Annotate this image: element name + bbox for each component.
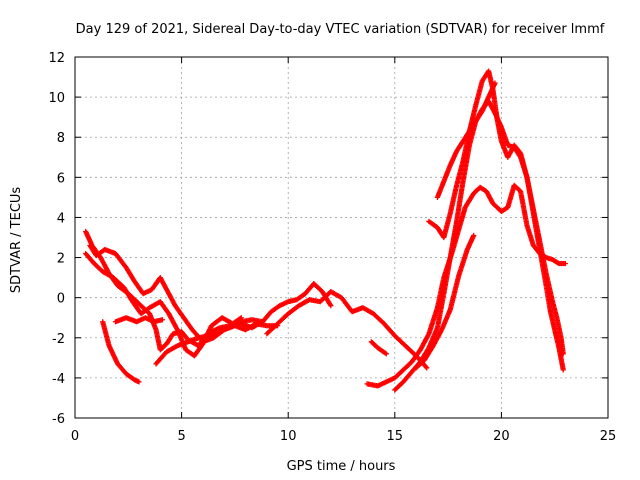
x-tick-label: 5 bbox=[177, 429, 185, 444]
y-tick-label: -6 bbox=[52, 412, 65, 427]
y-tick-label: 4 bbox=[57, 211, 65, 226]
y-tick-label: 12 bbox=[48, 51, 65, 66]
data-point-marker bbox=[238, 315, 244, 321]
data-point-marker bbox=[136, 379, 142, 385]
data-point-marker bbox=[424, 365, 430, 371]
y-tick-label: 2 bbox=[57, 252, 65, 267]
x-tick-label: 15 bbox=[387, 429, 404, 444]
series-track-a bbox=[83, 228, 266, 353]
series-track-e bbox=[112, 315, 166, 325]
y-tick-label: 0 bbox=[57, 292, 65, 307]
y-tick-label: -2 bbox=[52, 332, 65, 347]
x-tick-label: 0 bbox=[71, 429, 79, 444]
series-track-h bbox=[368, 339, 389, 357]
x-axis-label: GPS time / hours bbox=[287, 459, 396, 474]
series-track-f bbox=[153, 281, 334, 367]
data-point-marker bbox=[423, 364, 429, 370]
data-point-marker bbox=[560, 351, 566, 357]
y-axis-label: SDTVAR / TECUs bbox=[9, 187, 24, 294]
y-tick-label: 6 bbox=[57, 171, 65, 186]
data-markers bbox=[83, 68, 568, 393]
data-point-marker bbox=[560, 367, 566, 373]
x-tick-label: 25 bbox=[600, 429, 617, 444]
data-point-marker bbox=[562, 260, 568, 267]
data-point-marker bbox=[328, 303, 334, 309]
data-point-marker bbox=[159, 317, 166, 323]
y-tick-label: -4 bbox=[52, 372, 65, 387]
data-point-marker bbox=[383, 351, 389, 357]
chart-title: Day 129 of 2021, Sidereal Day-to-day VTE… bbox=[76, 22, 605, 37]
data-point-marker bbox=[237, 315, 243, 322]
x-tick-label: 20 bbox=[493, 429, 510, 444]
series-track-d bbox=[100, 319, 142, 385]
series-track-k bbox=[426, 68, 566, 357]
x-tick-label: 10 bbox=[280, 429, 297, 444]
plot-frame bbox=[74, 56, 609, 419]
series-track-m bbox=[413, 232, 477, 371]
data-point-marker bbox=[471, 232, 477, 239]
y-tick-label: 10 bbox=[48, 91, 65, 106]
y-tick-label: 8 bbox=[57, 131, 65, 146]
series-track-l bbox=[434, 80, 498, 200]
data-point-marker bbox=[492, 80, 498, 86]
data-point-marker bbox=[382, 350, 388, 356]
axis-ticks: 0 5 10 15 20 25 -6 -4 -2 0 2 4 6 8 10 12 bbox=[48, 51, 616, 444]
